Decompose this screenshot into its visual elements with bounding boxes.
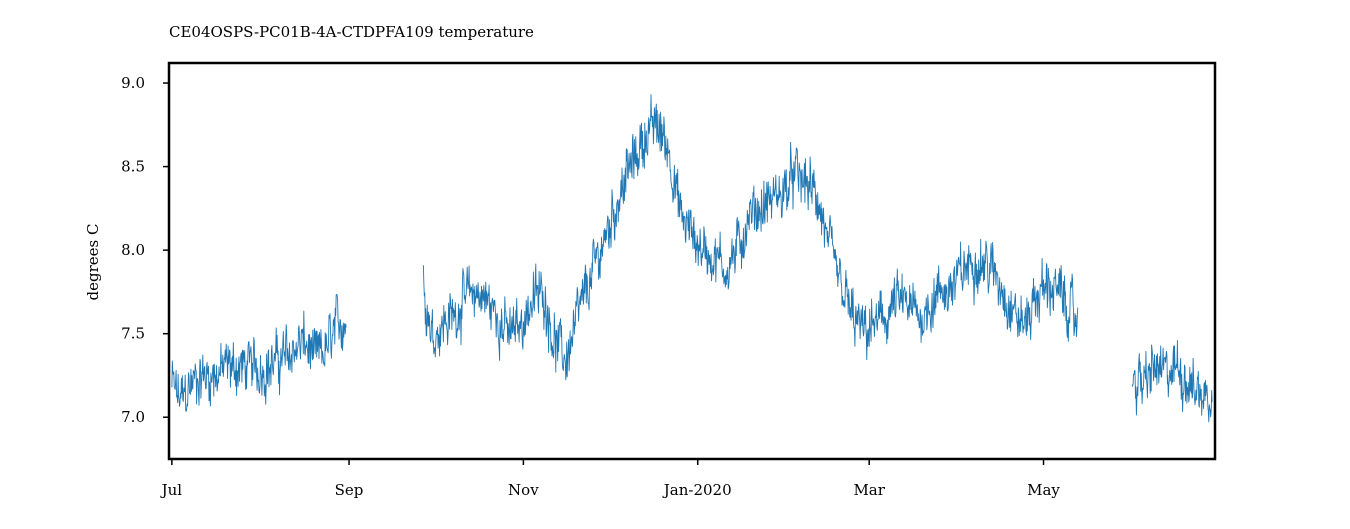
- x-tick-label: Nov: [508, 481, 539, 499]
- x-tick-label: Mar: [853, 481, 885, 499]
- plot-frame: [167, 61, 1217, 461]
- plot-area: [171, 94, 1213, 423]
- y-tick-label: 9.0: [121, 74, 145, 92]
- x-tick-label: Sep: [335, 481, 364, 499]
- x-tick-label: Jan-2020: [662, 481, 732, 499]
- x-tick-label: May: [1027, 481, 1060, 499]
- y-tick-label: 7.0: [121, 408, 145, 426]
- y-tick-label: 8.0: [121, 241, 145, 259]
- temperature-series-line: [1131, 340, 1213, 423]
- x-tick-label: Jul: [160, 481, 183, 499]
- x-axis: Jul Sep Nov Jan-2020 Mar May: [160, 459, 1060, 499]
- temperature-series-line: [171, 293, 347, 412]
- chart-title: CE04OSPS-PC01B-4A-CTDPFA109 temperature: [169, 23, 534, 41]
- y-tick-label: 8.5: [121, 158, 145, 176]
- y-tick-label: 7.5: [121, 325, 145, 343]
- y-axis-label: degrees C: [84, 224, 102, 301]
- temperature-series-line: [422, 94, 1079, 381]
- y-axis: 7.0 7.5 8.0 8.5 9.0: [121, 74, 169, 426]
